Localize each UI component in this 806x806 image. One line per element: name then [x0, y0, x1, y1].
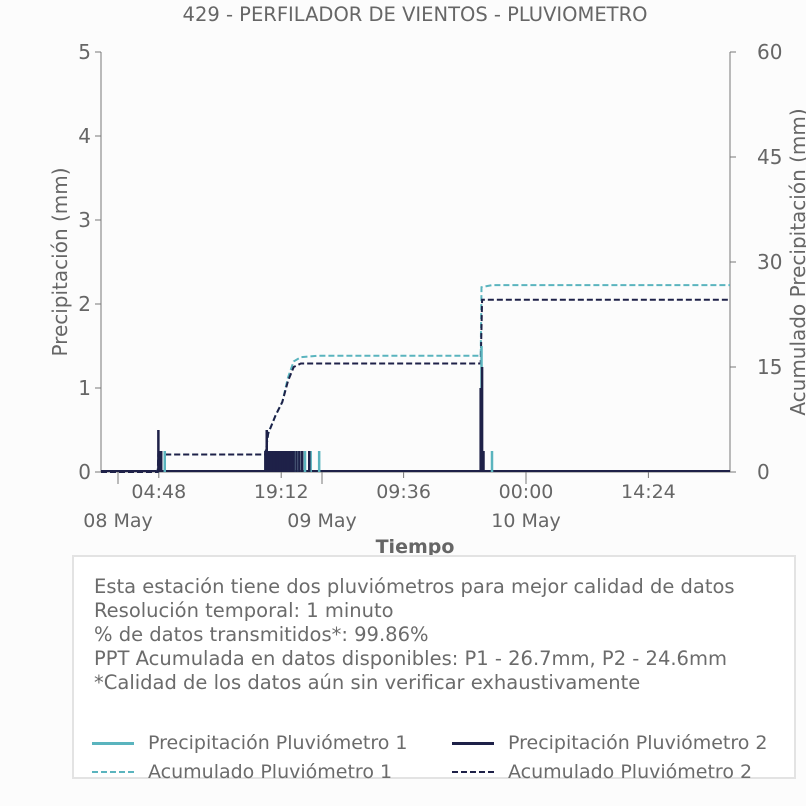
left-tick-label: 2	[78, 292, 91, 316]
accum-line-1	[101, 284, 730, 473]
info-line-accumulated: PPT Acumulada en datos disponibles: P1 -…	[94, 647, 727, 670]
left-tick-label: 1	[78, 376, 91, 400]
x-tick-label: 19:12	[254, 481, 309, 503]
info-line-quality-note: *Calidad de los datos aún sin verificar …	[94, 671, 641, 694]
info-line-stations: Esta estación tiene dos pluviómetros par…	[94, 575, 735, 598]
x-tick-label: 09:36	[376, 481, 431, 503]
x-date-label: 10 May	[491, 510, 561, 532]
left-tick-label: 4	[78, 124, 91, 148]
right-tick-label: 60	[757, 40, 782, 64]
legend-label-accum-2: Acumulado Pluviómetro 2	[508, 761, 753, 783]
legend-label-accum-1: Acumulado Pluviómetro 1	[148, 761, 393, 783]
y-axis-left-label: Precipitación (mm)	[48, 167, 72, 356]
right-tick-label: 45	[757, 145, 782, 169]
right-tick-label: 15	[757, 355, 782, 379]
x-tick-label: 00:00	[499, 481, 554, 503]
accum-line-2	[101, 298, 730, 473]
right-tick-label: 30	[757, 250, 782, 274]
x-date-label: 08 May	[83, 510, 153, 532]
info-box: Esta estación tiene dos pluviómetros par…	[72, 555, 796, 783]
legend-swatch-accum-1	[92, 771, 134, 773]
legend-swatch-precip-2	[452, 742, 494, 745]
legend-item-accum-1[interactable]: Acumulado Pluviómetro 1	[92, 760, 432, 784]
info-line-transmitted: % de datos transmitidos*: 99.86%	[94, 623, 429, 646]
x-tick-label: 04:48	[131, 481, 186, 503]
left-tick-label: 3	[78, 208, 91, 232]
info-line-resolution: Resolución temporal: 1 minuto	[94, 599, 394, 622]
chart-title: 429 - PERFILADOR DE VIENTOS - PLUVIOMETR…	[183, 3, 648, 26]
legend-item-precip-2[interactable]: Precipitación Pluviómetro 2	[452, 731, 792, 755]
x-tick-label: 14:24	[621, 481, 676, 503]
x-axis-label: Tiempo	[376, 536, 455, 558]
x-date-label: 09 May	[287, 510, 357, 532]
right-tick-label: 0	[757, 460, 770, 484]
legend-label-precip-1: Precipitación Pluviómetro 1	[148, 732, 408, 754]
left-tick-label: 5	[78, 40, 91, 64]
y-axis-right-label: Acumulado Precipitación (mm)	[786, 108, 806, 415]
left-tick-label: 0	[78, 460, 91, 484]
legend-item-accum-2[interactable]: Acumulado Pluviómetro 2	[452, 760, 792, 784]
legend-label-precip-2: Precipitación Pluviómetro 2	[508, 732, 768, 754]
legend-item-precip-1[interactable]: Precipitación Pluviómetro 1	[92, 731, 432, 755]
legend-swatch-accum-2	[452, 771, 494, 773]
legend-swatch-precip-1	[92, 742, 134, 745]
precipitation-chart: 429 - PERFILADOR DE VIENTOS - PLUVIOMETR…	[48, 3, 806, 558]
